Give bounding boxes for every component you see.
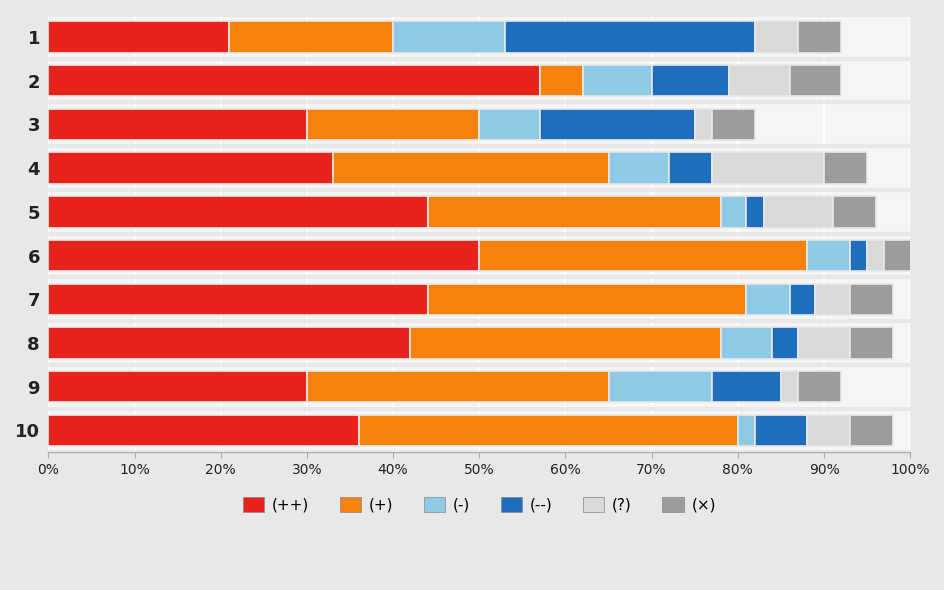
Bar: [427, 196, 720, 228]
Bar: [763, 196, 832, 228]
Bar: [711, 371, 780, 402]
Bar: [789, 284, 815, 315]
Bar: [823, 152, 867, 184]
Bar: [427, 284, 746, 315]
Bar: [505, 21, 754, 53]
Bar: [798, 327, 849, 359]
Bar: [746, 284, 789, 315]
Bar: [48, 327, 410, 359]
Bar: [608, 371, 711, 402]
Bar: [393, 21, 505, 53]
Bar: [711, 109, 754, 140]
Bar: [754, 415, 806, 446]
Bar: [711, 152, 823, 184]
Bar: [849, 240, 867, 271]
Bar: [771, 327, 798, 359]
Bar: [668, 152, 711, 184]
Bar: [479, 109, 539, 140]
Bar: [48, 284, 427, 315]
Bar: [815, 284, 849, 315]
Bar: [332, 152, 608, 184]
Bar: [720, 196, 746, 228]
Bar: [48, 152, 332, 184]
Bar: [479, 240, 806, 271]
Bar: [849, 327, 892, 359]
Bar: [539, 109, 694, 140]
Bar: [48, 240, 479, 271]
Bar: [832, 196, 875, 228]
Bar: [48, 65, 539, 96]
Bar: [410, 327, 720, 359]
Bar: [806, 415, 849, 446]
Bar: [307, 109, 479, 140]
Bar: [229, 21, 393, 53]
Bar: [582, 65, 651, 96]
Bar: [48, 21, 229, 53]
Legend: (++), (+), (-), (--), (?), (×): (++), (+), (-), (--), (?), (×): [236, 491, 721, 519]
Bar: [307, 371, 608, 402]
Bar: [798, 21, 840, 53]
Bar: [729, 65, 789, 96]
Bar: [849, 284, 892, 315]
Bar: [884, 240, 918, 271]
Bar: [867, 240, 884, 271]
Bar: [48, 371, 307, 402]
Bar: [746, 196, 763, 228]
Bar: [789, 65, 840, 96]
Bar: [48, 109, 307, 140]
Bar: [608, 152, 668, 184]
Bar: [806, 240, 849, 271]
Bar: [694, 109, 711, 140]
Bar: [780, 371, 798, 402]
Bar: [48, 196, 427, 228]
Bar: [720, 327, 771, 359]
Bar: [737, 415, 754, 446]
Bar: [651, 65, 729, 96]
Bar: [48, 415, 358, 446]
Bar: [754, 21, 798, 53]
Bar: [798, 371, 840, 402]
Bar: [358, 415, 737, 446]
Bar: [539, 65, 582, 96]
Bar: [849, 415, 892, 446]
